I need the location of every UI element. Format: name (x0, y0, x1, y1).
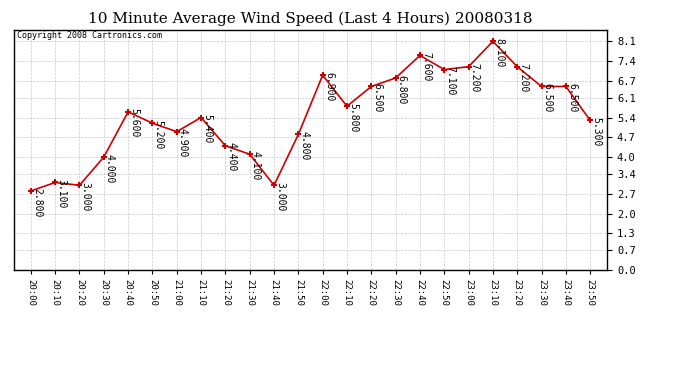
Text: 7.100: 7.100 (446, 66, 455, 96)
Text: 3.000: 3.000 (81, 182, 90, 211)
Text: 5.300: 5.300 (591, 117, 602, 146)
Text: 6.500: 6.500 (373, 83, 382, 112)
Text: 4.900: 4.900 (178, 128, 188, 158)
Text: 6.800: 6.800 (397, 75, 407, 104)
Text: 6.900: 6.900 (324, 72, 334, 101)
Text: 4.400: 4.400 (226, 142, 237, 172)
Text: 5.600: 5.600 (129, 108, 139, 138)
Text: 7.200: 7.200 (518, 63, 529, 93)
Text: 5.200: 5.200 (154, 120, 164, 149)
Text: 6.500: 6.500 (543, 83, 553, 112)
Text: 6.500: 6.500 (567, 83, 577, 112)
Text: 4.800: 4.800 (299, 131, 310, 160)
Text: 8.100: 8.100 (494, 38, 504, 67)
Text: 2.800: 2.800 (32, 188, 42, 217)
Text: 5.400: 5.400 (202, 114, 213, 144)
Text: Copyright 2008 Cartronics.com: Copyright 2008 Cartronics.com (17, 31, 161, 40)
Text: 7.200: 7.200 (470, 63, 480, 93)
Text: 4.100: 4.100 (251, 151, 261, 180)
Title: 10 Minute Average Wind Speed (Last 4 Hours) 20080318: 10 Minute Average Wind Speed (Last 4 Hou… (88, 12, 533, 26)
Text: 3.100: 3.100 (57, 179, 66, 209)
Text: 7.600: 7.600 (421, 52, 431, 81)
Text: 5.800: 5.800 (348, 103, 358, 132)
Text: 3.000: 3.000 (275, 182, 285, 211)
Text: 4.000: 4.000 (105, 154, 115, 183)
